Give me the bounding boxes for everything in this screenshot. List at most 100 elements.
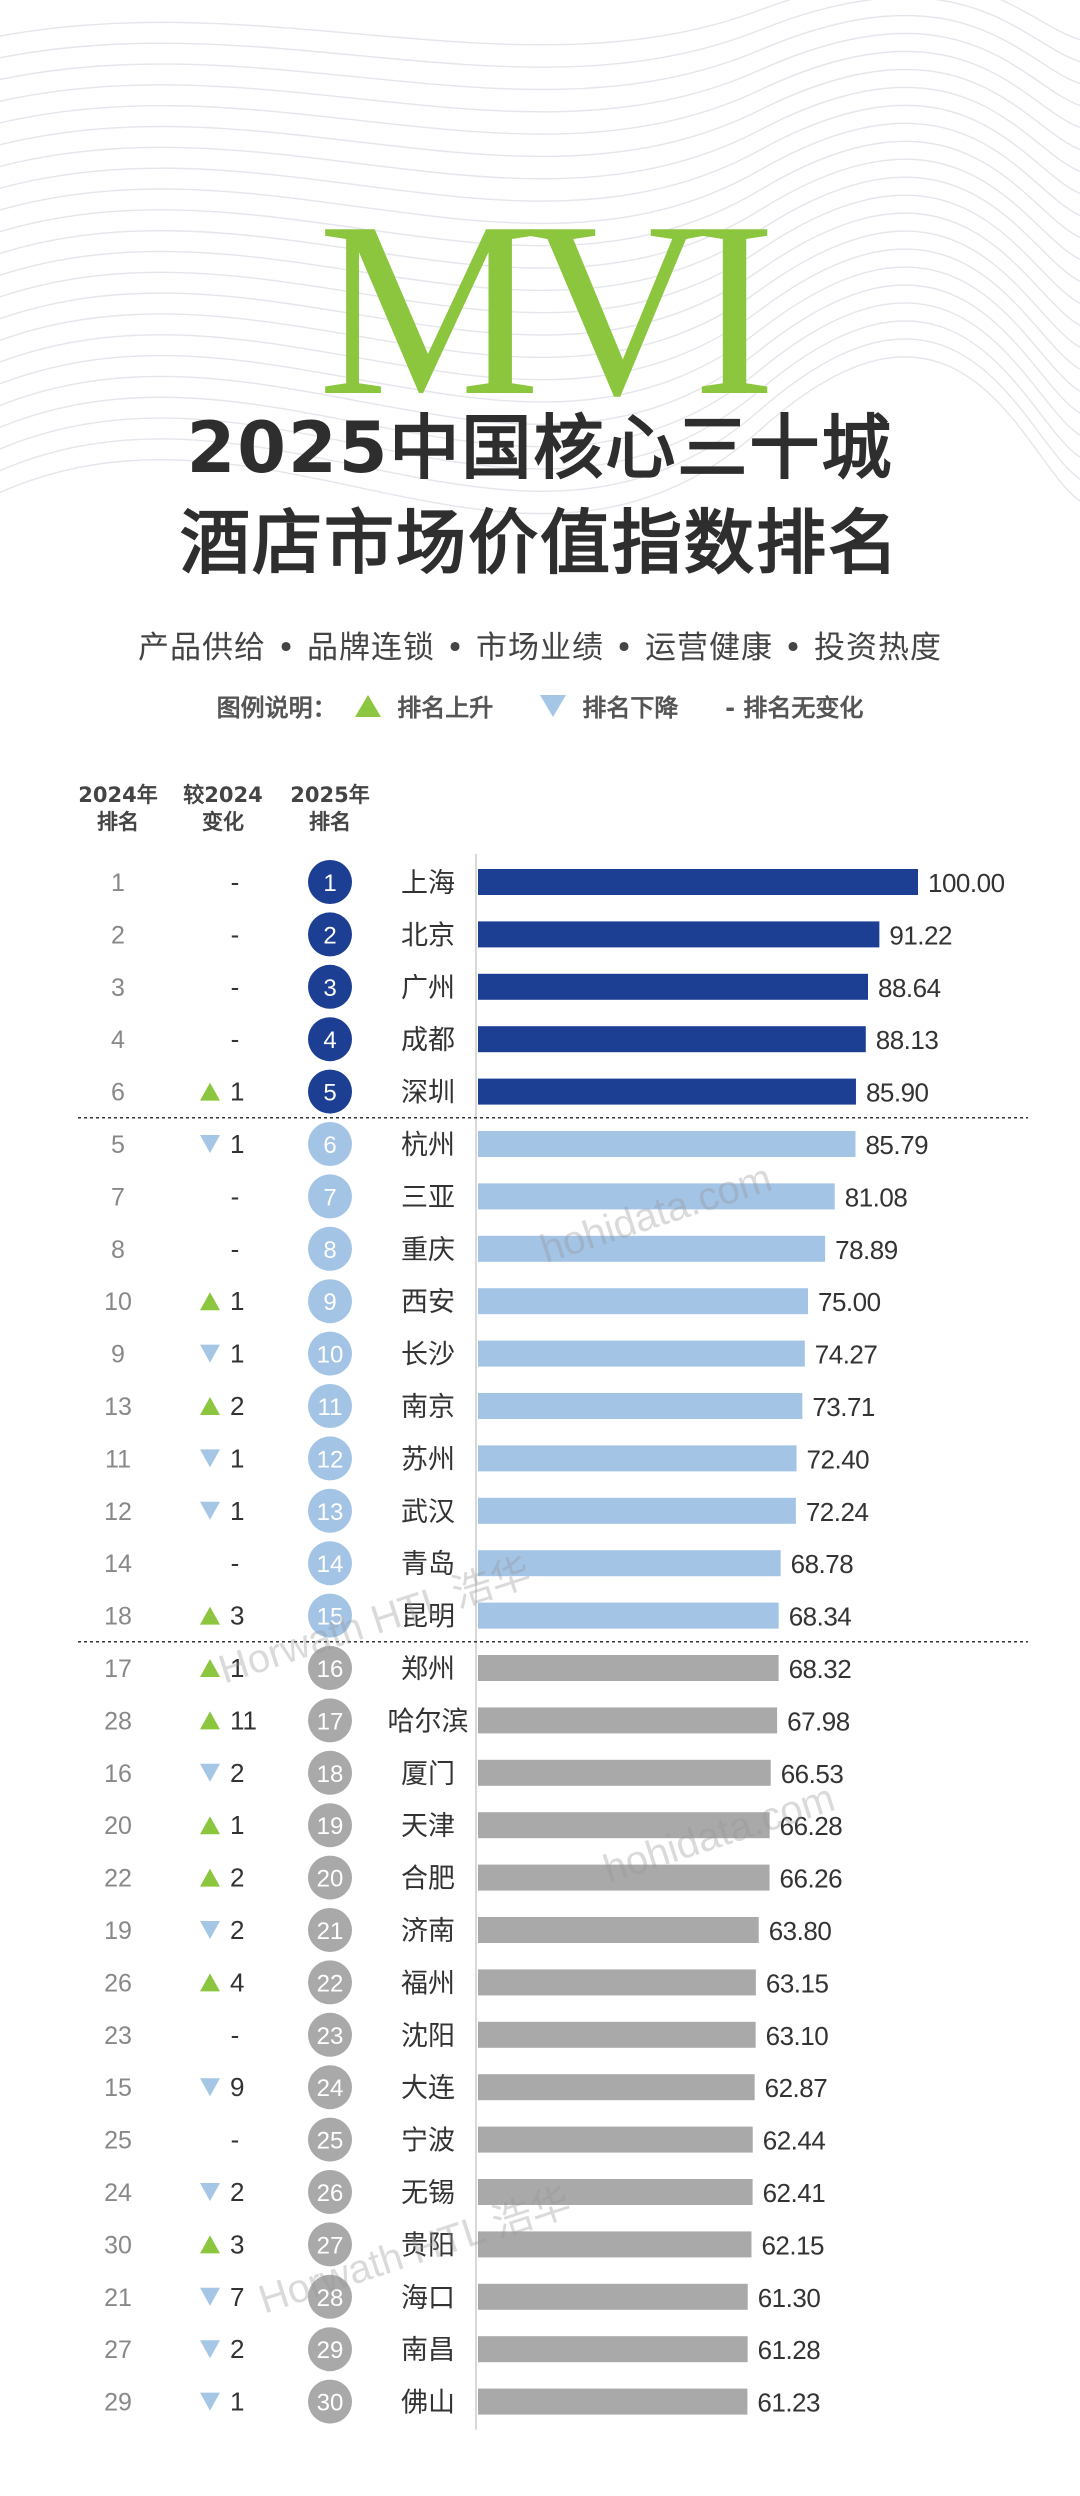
wave-line	[0, 194, 1080, 314]
rank-2024-label: 17	[104, 1655, 132, 1683]
value-bar	[478, 1812, 770, 1839]
rank-up-icon	[200, 1606, 220, 1625]
rank-down-icon	[200, 2183, 220, 2201]
value-label: 81.08	[845, 1182, 908, 1212]
rank-2025-label: 19	[317, 1813, 344, 1840]
wave-line	[0, 356, 1080, 515]
city-label: 大连	[401, 2073, 455, 2104]
value-bar	[478, 1864, 770, 1891]
wave-line	[0, 284, 1080, 425]
value-bar	[478, 2388, 748, 2415]
city-label: 佛山	[401, 2388, 455, 2419]
column-header-rank-2024-line1: 2024年	[78, 783, 158, 807]
value-bar	[478, 1707, 778, 1734]
wave-line	[0, 302, 1080, 448]
rank-up-icon	[200, 1292, 220, 1311]
rank-2024-label: 24	[104, 2179, 132, 2207]
change-amount-label: 2	[230, 1915, 244, 1945]
rank-2025-label: 17	[317, 1708, 344, 1735]
city-label: 厦门	[401, 1759, 455, 1790]
column-header-rank-2025-line2: 排名	[309, 810, 351, 834]
city-label: 长沙	[401, 1340, 455, 1371]
value-label: 63.15	[766, 1968, 829, 1998]
change-amount-label: 2	[230, 1391, 244, 1421]
city-label: 无锡	[401, 2178, 455, 2209]
value-label: 72.40	[807, 1444, 870, 1474]
rank-2024-label: 14	[104, 1550, 132, 1578]
change-amount-label: 1	[230, 1129, 244, 1159]
city-label: 深圳	[401, 1078, 455, 1109]
change-amount-label: 1	[230, 2387, 244, 2417]
rank-2024-label: 9	[111, 1341, 125, 1369]
city-label: 北京	[401, 920, 455, 951]
rank-2025-circle	[308, 2327, 352, 2372]
value-label: 63.10	[766, 2021, 829, 2051]
no-change-label: -	[231, 1024, 240, 1054]
value-label: 68.32	[789, 1654, 852, 1684]
no-change-label: -	[231, 2020, 240, 2050]
rank-down-icon	[200, 2340, 220, 2359]
value-label: 74.27	[815, 1340, 878, 1370]
no-change-label: -	[231, 2125, 240, 2155]
wave-line	[0, 158, 1080, 269]
rank-2025-label: 14	[317, 1551, 344, 1578]
value-label: 88.64	[878, 973, 941, 1003]
city-label: 宁波	[401, 2126, 455, 2157]
wave-line	[0, 320, 1080, 470]
value-label: 73.71	[812, 1392, 875, 1422]
wave-line	[0, 140, 1080, 247]
rank-up-icon	[200, 1816, 220, 1835]
value-bar	[478, 1917, 759, 1943]
column-header-rank-2025: 2025年 排名	[270, 782, 390, 836]
change-amount-label: 1	[230, 1653, 244, 1683]
rank-2025-label: 6	[323, 1132, 336, 1159]
value-bar	[478, 1969, 756, 1996]
rank-2025-circle	[308, 1279, 352, 1324]
column-header-change: 较2024 变化	[163, 782, 283, 836]
wave-line	[0, 122, 1080, 225]
rank-2024-label: 15	[104, 2074, 132, 2102]
rank-down-icon	[200, 1344, 220, 1363]
value-label: 62.44	[763, 2126, 826, 2156]
rank-2025-circle	[308, 964, 352, 1009]
rank-2024-label: 23	[104, 2022, 132, 2050]
wave-line	[0, 212, 1080, 336]
rank-2025-circle	[308, 1750, 352, 1795]
change-amount-label: 1	[230, 1443, 244, 1473]
value-label: 72.24	[806, 1497, 869, 1527]
rank-2025-circle	[308, 1017, 352, 1062]
rank-2024-label: 29	[104, 2389, 132, 2417]
city-label: 西安	[401, 1287, 455, 1318]
change-amount-label: 3	[230, 1601, 244, 1631]
rank-2025-label: 18	[317, 1761, 344, 1788]
rank-2025-label: 8	[323, 1237, 336, 1264]
value-label: 88.13	[876, 1025, 939, 1055]
rank-up-icon	[200, 1082, 220, 1101]
wave-line	[0, 104, 1080, 202]
rank-2025-label: 5	[323, 1080, 336, 1107]
change-amount-label: 2	[230, 1863, 244, 1893]
city-label: 昆明	[401, 1602, 455, 1633]
rank-2024-label: 6	[111, 1079, 125, 1107]
rank-2024-label: 1	[111, 869, 125, 897]
value-label: 85.79	[865, 1130, 928, 1160]
city-label: 青岛	[401, 1549, 455, 1580]
index-dimensions-subtitle: 产品供给 • 品牌连锁 • 市场业绩 • 运营健康 • 投资热度	[138, 630, 942, 666]
rank-2025-circle	[308, 1908, 352, 1952]
value-label: 100.00	[928, 868, 1005, 898]
rank-2025-circle	[308, 2222, 352, 2267]
change-amount-label: 7	[230, 2282, 244, 2312]
city-label: 合肥	[401, 1864, 455, 1895]
rank-2025-circle	[308, 1122, 352, 1166]
background-wave-lines	[0, 0, 1080, 515]
rank-2025-circle	[308, 2170, 352, 2214]
value-label: 67.98	[787, 1706, 850, 1736]
rank-up-icon	[200, 1868, 220, 1887]
change-amount-label: 4	[230, 1967, 244, 1997]
rank-2024-label: 22	[104, 1865, 132, 1893]
wave-line	[0, 338, 1080, 492]
rank-2025-label: 3	[323, 975, 336, 1002]
change-amount-label: 1	[230, 1810, 244, 1840]
value-bar	[478, 1759, 771, 1786]
city-label: 上海	[401, 868, 455, 899]
